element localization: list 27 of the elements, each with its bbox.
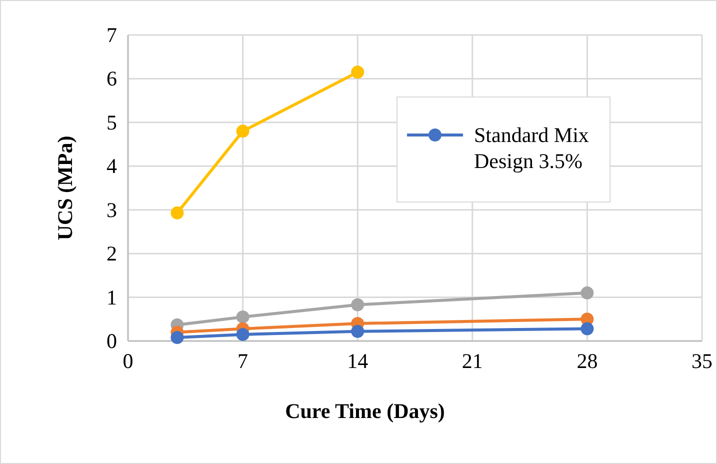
point xyxy=(351,66,364,79)
point xyxy=(351,324,364,338)
y-tick-label: 7 xyxy=(106,23,117,47)
x-tick-label: 28 xyxy=(576,349,598,373)
x-tick-label: 14 xyxy=(347,349,369,373)
point xyxy=(236,310,250,324)
x-tick-label: 35 xyxy=(692,349,712,373)
point xyxy=(236,328,250,341)
point xyxy=(236,124,250,138)
y-tick-label: 1 xyxy=(106,285,117,310)
point xyxy=(170,331,184,344)
legend-label: Standard Mix Design 3.5% xyxy=(474,123,590,173)
point xyxy=(170,206,184,220)
y-axis-title: UCS (MPa) xyxy=(53,136,77,240)
y-tick-label: 4 xyxy=(106,154,118,178)
y-tick-label: 2 xyxy=(106,242,117,266)
x-axis-title: Cure Time (Days) xyxy=(285,399,445,423)
x-tick-label: 0 xyxy=(122,349,134,373)
x-tick-label: 21 xyxy=(462,349,483,373)
y-tick-label: 6 xyxy=(106,66,117,91)
y-tick-label: 3 xyxy=(106,198,117,222)
point xyxy=(580,286,594,300)
point xyxy=(580,322,594,336)
y-tick-label: 0 xyxy=(106,329,117,353)
y-tick-label: 5 xyxy=(106,110,117,134)
point xyxy=(351,298,364,312)
x-tick-label: 7 xyxy=(238,349,248,373)
